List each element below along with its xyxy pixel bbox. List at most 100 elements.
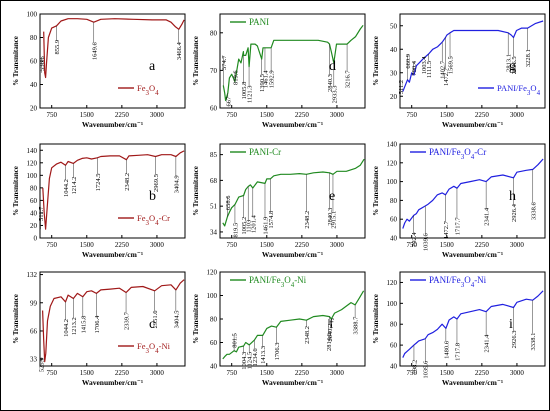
peak-label: 1004.3 bbox=[241, 352, 248, 370]
y-axis-label: % Transmitance bbox=[372, 36, 380, 86]
y-axis-label: % Transmitance bbox=[12, 294, 20, 344]
y-tick-label: 40 bbox=[30, 209, 38, 217]
peak-label: 3216.7 bbox=[345, 70, 352, 89]
peak-label: 1044.2 bbox=[63, 179, 70, 197]
panel-c: 750 1500 2250 3000 33 66 99 132 Wavenumber/cm⁻¹%… bbox=[12, 271, 186, 387]
x-tick-label: 1500 bbox=[440, 369, 455, 377]
legend-label: PANI bbox=[249, 17, 269, 27]
peak-label: 3404.5 bbox=[173, 310, 180, 328]
y-tick-label: 33 bbox=[30, 356, 38, 364]
spectrum-line bbox=[402, 20, 544, 92]
y-tick-label: 80 bbox=[210, 316, 218, 324]
y-tick-label: 100 bbox=[27, 172, 38, 180]
peak-label: 1044.2 bbox=[63, 319, 70, 337]
y-tick-label: 60 bbox=[210, 105, 218, 113]
peak-label: 1472.7 bbox=[443, 67, 450, 86]
x-axis-label: Wavenumber/cm⁻¹ bbox=[262, 378, 323, 387]
peak-label: 2840.3 bbox=[327, 74, 334, 92]
x-tick-label: 750 bbox=[46, 241, 57, 249]
x-axis-label: Wavenumber/cm⁻¹ bbox=[442, 378, 503, 387]
x-tick-label: 3000 bbox=[150, 369, 165, 377]
x-axis-label: Wavenumber/cm⁻¹ bbox=[442, 250, 503, 259]
peak-label: 1201.4 bbox=[250, 215, 257, 234]
x-tick-label: 750 bbox=[226, 369, 237, 377]
y-tick-label: 20 bbox=[390, 93, 398, 101]
y-tick-label: 51 bbox=[210, 203, 218, 211]
legend-label: PANI/Fe3O4-Ni bbox=[429, 275, 487, 289]
peak-label: 574.7 bbox=[221, 55, 228, 70]
spectrum-line bbox=[42, 279, 185, 363]
legend-label: PANI/Fe3O4-Ni bbox=[249, 275, 307, 289]
x-axis-label: Wavenumber/cm⁻¹ bbox=[262, 250, 323, 259]
y-tick-label: 70 bbox=[210, 67, 218, 75]
plot-frame bbox=[399, 143, 546, 239]
y-tick-label: 100 bbox=[207, 292, 218, 300]
x-tick-label: 1500 bbox=[440, 111, 455, 119]
y-axis-label: % Transmitance bbox=[12, 166, 20, 216]
panel-letter: c bbox=[149, 317, 155, 332]
spectrum-line bbox=[43, 18, 185, 79]
peak-label: 1103 bbox=[246, 220, 253, 233]
y-axis-label: % Transmitance bbox=[192, 166, 200, 216]
y-tick-label: 99 bbox=[30, 299, 38, 307]
peak-label: 855.9 bbox=[54, 40, 61, 55]
peak-label: 790.4 bbox=[411, 60, 418, 75]
legend-label: Fe3O4 bbox=[137, 83, 159, 97]
y-axis-label: % Transmitance bbox=[372, 166, 380, 216]
x-tick-label: 750 bbox=[226, 241, 237, 249]
y-tick-label: 80 bbox=[30, 184, 38, 192]
y-tick-label: 20 bbox=[30, 105, 38, 113]
y-tick-label: 20 bbox=[30, 222, 38, 230]
panel-letter: e bbox=[329, 189, 335, 204]
peak-label: 3466.4 bbox=[176, 41, 183, 60]
peak-label: 660.9 bbox=[405, 54, 412, 69]
spectrum-line bbox=[222, 24, 364, 102]
panel-g: 750 1500 2250 3000 20 30 40 50 Wavenumber/cm⁻¹ % … bbox=[372, 13, 546, 129]
peak-label: 1569.5 bbox=[448, 56, 455, 74]
y-axis-label: % Transmitance bbox=[12, 36, 20, 86]
peak-label: 1402.7 bbox=[440, 60, 447, 79]
spectrum-line bbox=[42, 150, 185, 230]
panel-e: 750 1500 2250 3000 34 51 68 85 Wavenumber/cm⁻¹ % … bbox=[192, 143, 366, 259]
plot-frame bbox=[39, 271, 186, 367]
peak-label: 3338.6 bbox=[530, 202, 537, 221]
y-tick-label: 30 bbox=[390, 69, 398, 77]
peak-label: 1121.3 bbox=[247, 85, 254, 103]
peak-label: 1461.4 bbox=[262, 70, 269, 89]
y-tick-label: 0 bbox=[34, 235, 38, 243]
peak-label: 525.9 bbox=[39, 357, 46, 372]
legend-label: PANI-Cr bbox=[249, 147, 281, 157]
peak-label: 3338.1 bbox=[530, 333, 537, 351]
peak-label: 1717.8 bbox=[454, 343, 461, 361]
peak-label: 1649.6 bbox=[91, 41, 98, 60]
peak-label: 819.5 bbox=[232, 223, 239, 238]
x-tick-label: 2250 bbox=[475, 241, 490, 249]
x-tick-label: 1500 bbox=[440, 241, 455, 249]
peak-label: 667 bbox=[225, 96, 232, 107]
y-tick-label: 85 bbox=[210, 151, 218, 159]
peak-label: 1039.6 bbox=[423, 233, 430, 252]
x-tick-label: 750 bbox=[406, 111, 417, 119]
y-tick-label: 100 bbox=[27, 11, 38, 19]
peak-label: 2814.6 bbox=[326, 332, 333, 351]
x-tick-label: 3000 bbox=[330, 369, 345, 377]
x-tick-label: 2250 bbox=[295, 369, 310, 377]
x-tick-label: 750 bbox=[46, 369, 57, 377]
panel-letter: b bbox=[149, 189, 156, 204]
peak-label: 658.6 bbox=[225, 195, 232, 210]
peak-label: 1574.8 bbox=[268, 211, 275, 229]
y-tick-label: 60 bbox=[210, 339, 218, 347]
plot-frame bbox=[399, 13, 546, 109]
y-tick-label: 60 bbox=[390, 216, 398, 224]
y-tick-label: 60 bbox=[390, 342, 398, 350]
peak-label: 1234.6 bbox=[252, 348, 259, 367]
peak-label: 2813.1 bbox=[506, 54, 513, 72]
peak-label: 511.2 bbox=[398, 80, 405, 94]
x-tick-label: 1500 bbox=[80, 369, 95, 377]
y-axis-label: % Transmitance bbox=[192, 294, 200, 344]
x-tick-label: 2250 bbox=[115, 241, 130, 249]
legend-label: PANI/Fe3O4-Cr bbox=[429, 147, 486, 161]
peak-label: 2348.2 bbox=[304, 326, 311, 344]
panel-f: 750 1500 2250 3000 40 60 80 100 120 Wavenumber/cm… bbox=[192, 269, 366, 387]
x-tick-label: 750 bbox=[406, 241, 417, 249]
